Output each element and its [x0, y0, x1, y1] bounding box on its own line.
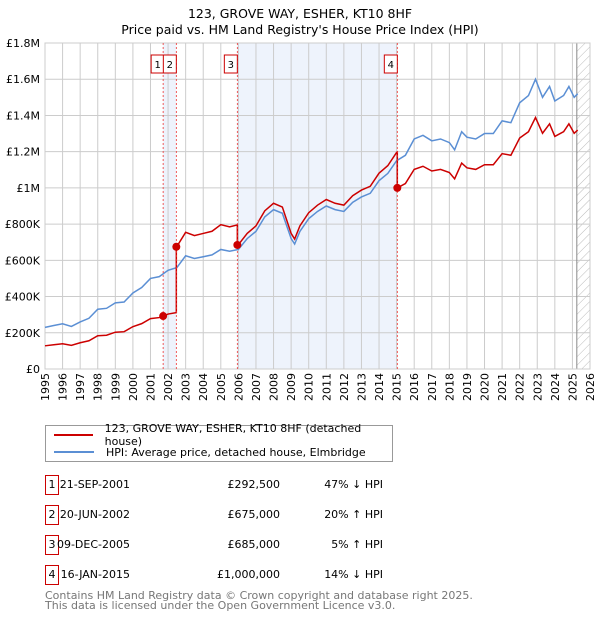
- property-line: [44, 115, 579, 347]
- forecast-hatch: [576, 43, 590, 369]
- transaction-date: 16-JAN-2015: [60, 568, 130, 581]
- transaction-row: 2 20-JUN-2002 £675,000 20% ↑ HPI: [45, 505, 465, 525]
- y-tick-label: £200K: [5, 327, 41, 340]
- x-tick-label: 2005: [215, 373, 228, 401]
- transaction-hpi-diff: 47% ↓ HPI: [324, 478, 383, 491]
- x-tick-label: 2016: [408, 373, 421, 401]
- sale-label-box: [162, 54, 177, 74]
- transaction-price: £685,000: [227, 538, 281, 551]
- y-tick-label: £1.8M: [6, 37, 40, 50]
- legend-label-property: 123, GROVE WAY, ESHER, KT10 8HF (detache…: [104, 422, 362, 448]
- transaction-hpi-diff: 14% ↓ HPI: [324, 568, 383, 581]
- x-tick-label: 2012: [338, 373, 351, 401]
- x-tick-label: 1996: [57, 373, 70, 401]
- x-tick-label: 2022: [514, 373, 527, 401]
- transaction-marker: 4: [45, 565, 59, 585]
- footer-licence: This data is licensed under the Open Gov…: [45, 599, 396, 612]
- legend-swatch-hpi: [54, 451, 94, 453]
- transaction-row: 4 16-JAN-2015 £1,000,000 14% ↓ HPI: [45, 565, 465, 585]
- x-tick-label: 2024: [549, 373, 562, 401]
- x-tick-label: 2008: [268, 373, 281, 401]
- x-tick-label: 2002: [162, 373, 175, 401]
- x-tick-label: 2026: [584, 373, 597, 401]
- sale-label: 3: [228, 60, 234, 71]
- transaction-marker: 2: [45, 505, 59, 525]
- x-tick-label: 1995: [39, 373, 52, 401]
- sale-point: [159, 312, 168, 321]
- transaction-row: 1 21-SEP-2001 £292,500 47% ↓ HPI: [45, 475, 465, 495]
- x-tick-label: 2011: [320, 373, 333, 401]
- sale-point: [172, 242, 181, 251]
- plot-area: 1995 1996 1997 1998 1999 2000 2001 2002 2003 2004…: [5, 37, 597, 401]
- legend: 123, GROVE WAY, ESHER, KT10 8HF (detache…: [45, 422, 393, 462]
- y-tick-label: £1.4M: [6, 109, 40, 122]
- x-tick-label: 2021: [496, 373, 509, 401]
- transaction-price: £292,500: [227, 478, 281, 491]
- x-tick-label: 2010: [303, 373, 316, 401]
- sale-point: [233, 240, 242, 249]
- chart-title: 123, GROVE WAY, ESHER, KT10 8HF: [187, 6, 413, 21]
- legend-item-property: 123, GROVE WAY, ESHER, KT10 8HF (detache…: [54, 422, 392, 448]
- x-tick-label: 2013: [355, 373, 368, 401]
- y-tick-label: £400K: [5, 291, 41, 304]
- y-tick-label: £1M: [17, 182, 41, 195]
- y-tick-label: £0: [26, 363, 40, 376]
- x-tick-label: 1998: [92, 373, 105, 401]
- transaction-marker: 1: [45, 475, 59, 495]
- transaction-price: £1,000,000: [217, 568, 280, 581]
- x-tick-label: 2017: [426, 373, 439, 401]
- hpi-line: [44, 77, 579, 329]
- legend-item-hpi: HPI: Average price, detached house, Elmb…: [54, 444, 366, 460]
- x-tick-label: 2020: [479, 373, 492, 401]
- x-tick-label: 2003: [180, 373, 193, 401]
- x-tick-label: 2014: [373, 373, 386, 401]
- x-tick-label: 2023: [531, 373, 544, 401]
- transaction-row: 3 09-DEC-2005 £685,000 5% ↑ HPI: [45, 535, 465, 555]
- x-tick-label: 1997: [74, 373, 87, 401]
- y-tick-label: £1.6M: [6, 73, 40, 86]
- y-tick-label: £1.2M: [6, 146, 40, 159]
- sale-label: 2: [167, 60, 173, 71]
- x-tick-label: 2007: [250, 373, 263, 401]
- sale-label: 4: [388, 60, 394, 71]
- plot-border: [44, 42, 591, 370]
- chart-subtitle: Price paid vs. HM Land Registry's House …: [121, 22, 479, 37]
- transaction-date: 20-JUN-2002: [59, 508, 130, 521]
- legend-swatch-property: [54, 434, 93, 436]
- transaction-date: 21-SEP-2001: [59, 478, 130, 491]
- x-tick-label: 2009: [285, 373, 298, 401]
- ownership-shade: [163, 43, 177, 369]
- sale-label-box: [383, 54, 398, 74]
- transaction-date: 09-DEC-2005: [56, 538, 130, 551]
- x-tick-label: 2025: [566, 373, 579, 401]
- x-tick-label: 2019: [461, 373, 474, 401]
- sale-point: [393, 183, 402, 192]
- x-tick-label: 2001: [144, 373, 157, 401]
- x-tick-label: 2006: [232, 373, 245, 401]
- x-tick-label: 2018: [443, 373, 456, 401]
- x-tick-label: 2015: [391, 373, 404, 401]
- transaction-marker: 3: [45, 535, 59, 555]
- x-tick-label: 2000: [127, 373, 140, 401]
- x-tick-label: 2004: [197, 373, 210, 401]
- sale-label: 1: [154, 60, 160, 71]
- transaction-hpi-diff: 5% ↑ HPI: [331, 538, 383, 551]
- y-tick-label: £800K: [5, 218, 41, 231]
- sale-label-box: [223, 54, 238, 74]
- transaction-price: £675,000: [227, 508, 281, 521]
- footer-copyright: Contains HM Land Registry data © Crown c…: [45, 589, 473, 602]
- x-tick-label: 1999: [109, 373, 122, 401]
- transaction-hpi-diff: 20% ↑ HPI: [324, 508, 383, 521]
- y-tick-label: £600K: [5, 254, 41, 267]
- legend-label-hpi: HPI: Average price, detached house, Elmb…: [106, 445, 366, 459]
